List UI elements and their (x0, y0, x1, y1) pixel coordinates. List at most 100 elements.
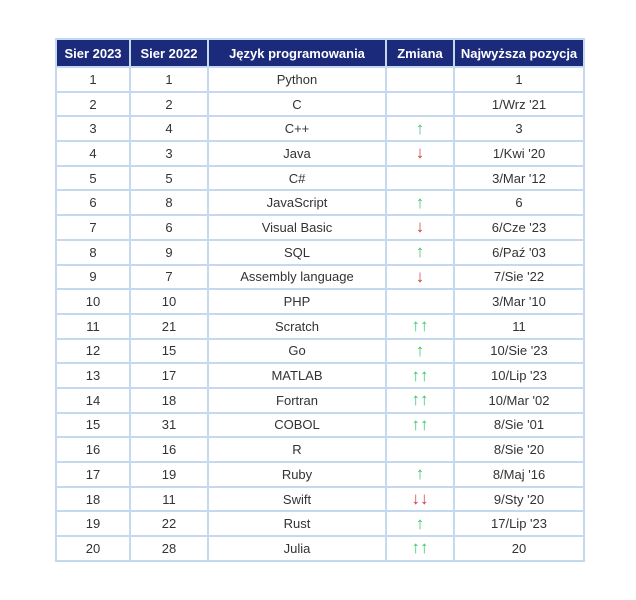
header-cell: Język programowania (207, 38, 387, 68)
change-cell: ↑ (385, 115, 455, 143)
table-cell: 3 (453, 115, 585, 143)
table-cell: 1/Wrz '21 (453, 90, 585, 118)
table-cell: 6/Cze '23 (453, 214, 585, 241)
table-cell: Go (207, 337, 387, 365)
table-cell: 3 (55, 115, 131, 143)
table-row: 17 19 Ruby ↑ 8/Maj '16 (55, 461, 585, 488)
table-cell: 7/Sie '22 (453, 263, 585, 291)
table-cell: 5 (55, 164, 131, 192)
change-cell: ↑↑ (385, 362, 455, 389)
table-cell: 7 (55, 214, 131, 241)
table-cell: PHP (207, 288, 387, 315)
change-cell (385, 164, 455, 192)
change-cell (385, 90, 455, 118)
table-cell: Assembly language (207, 263, 387, 291)
table-cell: 11 (453, 312, 585, 340)
table-cell: Fortran (207, 386, 387, 414)
table-cell: 10/Lip '23 (453, 362, 585, 389)
change-cell: ↑ (385, 510, 455, 538)
table-cell: 18 (55, 485, 131, 513)
table-cell: 9/Sty '20 (453, 485, 585, 513)
table-cell: 17 (129, 362, 209, 389)
header-cell: Najwyższa pozycja (453, 38, 585, 68)
table-cell: 16 (55, 436, 131, 463)
table-row: 4 3 Java ↓ 1/Kwi '20 (55, 140, 585, 167)
table-cell: 3/Mar '12 (453, 164, 585, 192)
table-cell: 17/Lip '23 (453, 510, 585, 538)
table-row: 11 21 Scratch ↑↑ 11 (55, 312, 585, 340)
table-cell: Ruby (207, 461, 387, 488)
table-row: 6 8 JavaScript ↑ 6 (55, 189, 585, 217)
table-cell: 8/Sie '01 (453, 411, 585, 439)
table-row: 20 28 Julia ↑↑ 20 (55, 535, 585, 562)
table-cell: 20 (55, 535, 131, 562)
table-row: 19 22 Rust ↑ 17/Lip '23 (55, 510, 585, 538)
change-cell: ↓ (385, 263, 455, 291)
table-cell: 10 (129, 288, 209, 315)
table-body: 1 1 Python 1 2 2 C 1/Wrz '21 3 4 C++ ↑ 3 4 3 Java ↓ 1/Kwi… (55, 66, 585, 562)
table-cell: 18 (129, 386, 209, 414)
table-cell: 31 (129, 411, 209, 439)
table-row: 5 5 C# 3/Mar '12 (55, 164, 585, 192)
table-cell: 22 (129, 510, 209, 538)
change-cell: ↑ (385, 238, 455, 266)
table-cell: 8/Sie '20 (453, 436, 585, 463)
table-row: 8 9 SQL ↑ 6/Paź '03 (55, 238, 585, 266)
table-cell: 6 (55, 189, 131, 217)
table-cell: Java (207, 140, 387, 167)
table-cell: 1 (129, 66, 209, 93)
table-cell: 4 (129, 115, 209, 143)
table-cell: 9 (129, 238, 209, 266)
change-cell (385, 288, 455, 315)
table-cell: Julia (207, 535, 387, 562)
table-cell: 3 (129, 140, 209, 167)
change-cell: ↑ (385, 461, 455, 488)
table-cell: 11 (55, 312, 131, 340)
table-cell: 14 (55, 386, 131, 414)
table-cell: 2 (129, 90, 209, 118)
table-row: 14 18 Fortran ↑↑ 10/Mar '02 (55, 386, 585, 414)
table-cell: Python (207, 66, 387, 93)
table-cell: 6/Paź '03 (453, 238, 585, 266)
table-cell: 16 (129, 436, 209, 463)
table-cell: 10/Mar '02 (453, 386, 585, 414)
table-cell: C# (207, 164, 387, 192)
table-cell: Rust (207, 510, 387, 538)
table-row: 15 31 COBOL ↑↑ 8/Sie '01 (55, 411, 585, 439)
table-cell: JavaScript (207, 189, 387, 217)
table-cell: 11 (129, 485, 209, 513)
table-cell: Swift (207, 485, 387, 513)
table-cell: 1/Kwi '20 (453, 140, 585, 167)
table-cell: 19 (129, 461, 209, 488)
table-row: 12 15 Go ↑ 10/Sie '23 (55, 337, 585, 365)
table-row: 7 6 Visual Basic ↓ 6/Cze '23 (55, 214, 585, 241)
change-cell: ↑ (385, 337, 455, 365)
table-cell: 20 (453, 535, 585, 562)
table-cell: C (207, 90, 387, 118)
table-cell: 8/Maj '16 (453, 461, 585, 488)
table-row: 16 16 R 8/Sie '20 (55, 436, 585, 463)
change-cell: ↑↑ (385, 535, 455, 562)
header-cell: Sier 2022 (129, 38, 209, 68)
table-row: 9 7 Assembly language ↓ 7/Sie '22 (55, 263, 585, 291)
table-cell: 4 (55, 140, 131, 167)
table-row: 1 1 Python 1 (55, 66, 585, 93)
table-cell: 7 (129, 263, 209, 291)
change-cell: ↓↓ (385, 485, 455, 513)
table-cell: 3/Mar '10 (453, 288, 585, 315)
table-cell: 13 (55, 362, 131, 389)
change-cell: ↓ (385, 140, 455, 167)
table-cell: 10 (55, 288, 131, 315)
ranking-table: Sier 2023 Sier 2022 Język programowania Zmi… (55, 38, 585, 562)
table-cell: 6 (129, 214, 209, 241)
table-row: 3 4 C++ ↑ 3 (55, 115, 585, 143)
table-cell: 15 (129, 337, 209, 365)
table-cell: 5 (129, 164, 209, 192)
table-cell: COBOL (207, 411, 387, 439)
table-cell: 19 (55, 510, 131, 538)
table-row: 10 10 PHP 3/Mar '10 (55, 288, 585, 315)
table-cell: MATLAB (207, 362, 387, 389)
change-cell: ↓ (385, 214, 455, 241)
table-cell: Scratch (207, 312, 387, 340)
table-cell: 8 (55, 238, 131, 266)
